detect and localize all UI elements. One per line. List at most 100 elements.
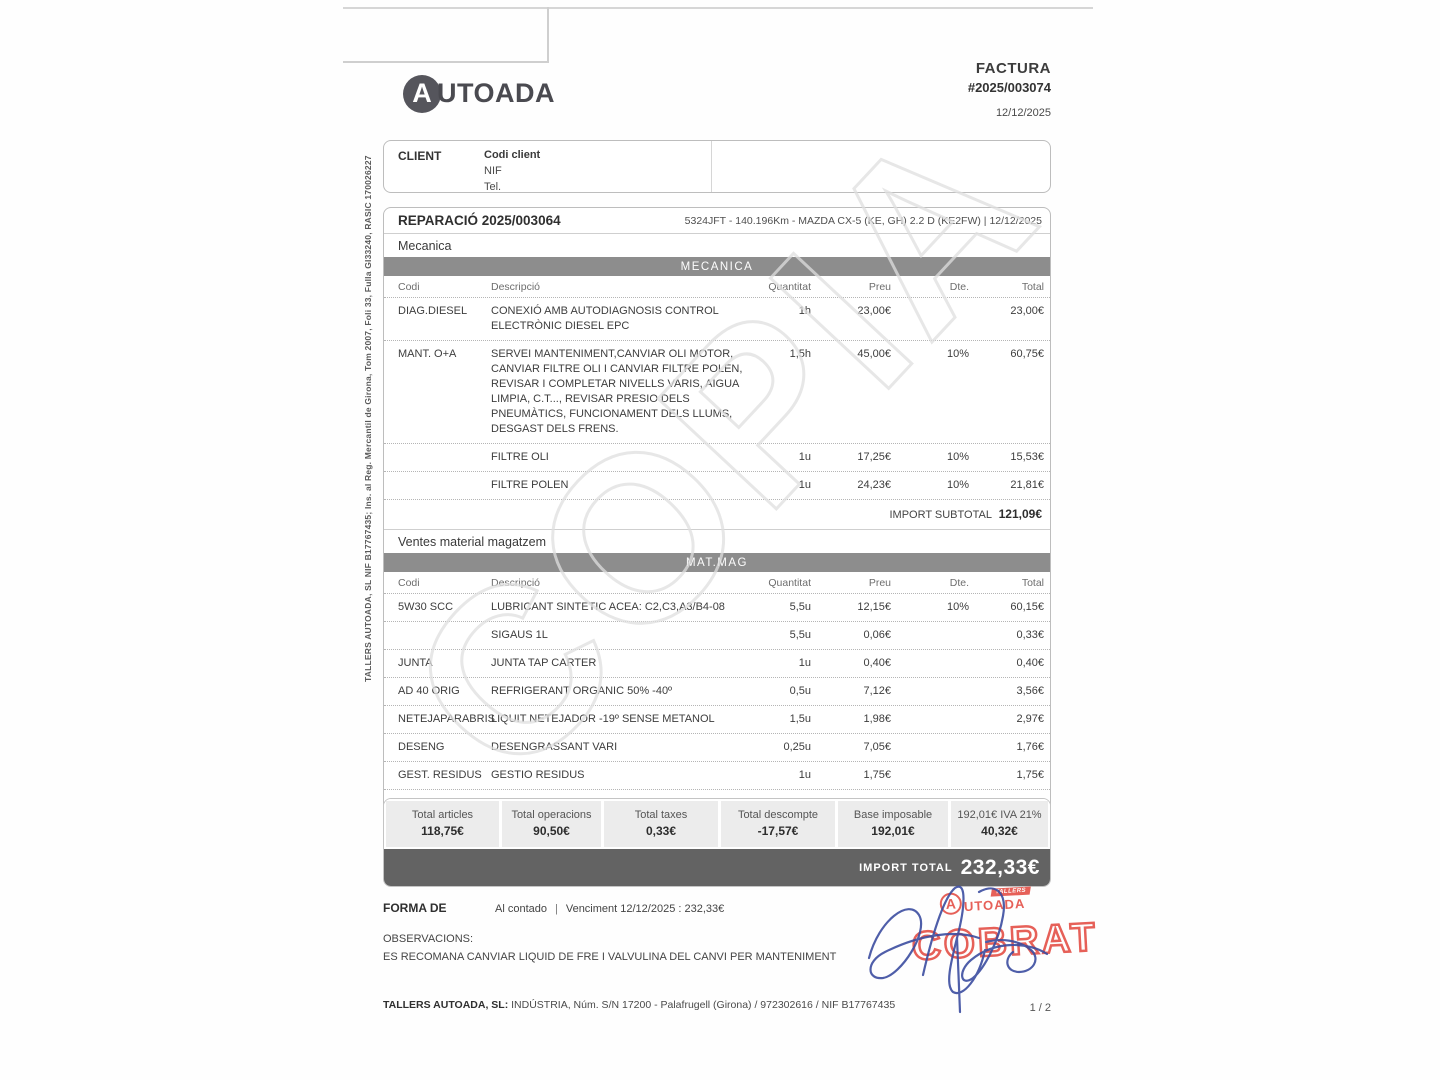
cell-descripcio: JUNTA TAP CARTER: [491, 657, 597, 669]
cell-total: 15,53€: [1010, 451, 1044, 463]
cell-total: 60,15€: [1010, 601, 1044, 613]
document-meta: FACTURA #2025/003074 12/12/2025: [968, 60, 1051, 119]
payment-due-date: Venciment 12/12/2025 : 232,33€: [565, 903, 725, 915]
cell-total: 1,75€: [1016, 769, 1044, 781]
cell-preu: 17,25€: [857, 451, 891, 463]
import-total-label: IMPORT TOTAL: [859, 861, 953, 874]
cell-preu: 12,15€: [857, 601, 891, 613]
cell-descripcio: SIGAUS 1L: [491, 629, 548, 641]
payment-label: FORMA DE: [383, 901, 447, 915]
cell-total: 23,00€: [1010, 305, 1044, 317]
totals-summary-box: Total articles 118,75€ Total operacions …: [383, 798, 1051, 887]
col-preu: Preu: [868, 577, 891, 589]
cell-codi: NETEJAPARABRIS: [398, 713, 495, 725]
cell-codi: MANT. O+A: [398, 348, 457, 360]
total-label: Base imposable: [853, 809, 933, 821]
cell-dte: 10%: [946, 479, 969, 491]
scan-artifact-bottom-line: [343, 61, 549, 63]
cell-preu: 0,06€: [863, 629, 891, 641]
section-label-mecanica: Mecanica: [398, 239, 452, 253]
cell-preu: 1,75€: [863, 769, 891, 781]
total-label: 192,01€ IVA 21%: [957, 809, 1042, 821]
section-banner-matmag: MAT.MAG: [384, 553, 1050, 572]
table-row: DIAG.DIESEL CONEXIÓ AMB AUTODIAGNOSIS CO…: [384, 298, 1050, 341]
total-label: Total taxes: [634, 809, 688, 821]
section-banner-mecanica: MECANICA: [384, 257, 1050, 276]
cell-descripcio: LIQUIT NETEJADOR -19º SENSE METANOL: [491, 713, 715, 725]
cell-total: 60,75€: [1010, 348, 1044, 360]
cell-quantitat: 0,25u: [783, 741, 811, 753]
cell-preu: 1,98€: [863, 713, 891, 725]
invoice-header: A UTOADA FACTURA #2025/003074 12/12/2025: [383, 60, 1051, 119]
cell-total: 21,81€: [1010, 479, 1044, 491]
client-field-nif: NIF: [484, 165, 502, 177]
cell-total: 3,56€: [1016, 685, 1044, 697]
col-descripcio: Descripció: [491, 281, 541, 293]
cell-dte: 10%: [946, 348, 969, 360]
client-box-title: CLIENT: [398, 149, 442, 163]
cell-quantitat: 1,5h: [789, 348, 811, 360]
total-operations-cell: Total operacions 90,50€: [502, 801, 601, 847]
scan-artifact-vertical-line: [547, 7, 549, 63]
table-row: DESENG DESENGRASSANT VARI 0,25u 7,05€ 1,…: [384, 734, 1050, 762]
subtotal-label: IMPORT SUBTOTAL: [889, 509, 992, 521]
payment-method-row: FORMA DE Al contado | Venciment 12/12/20…: [383, 901, 724, 915]
cell-descripcio: GESTIO RESIDUS: [491, 769, 585, 781]
invoice-date: 12/12/2025: [995, 107, 1051, 119]
cell-preu: 23,00€: [857, 305, 891, 317]
document-type: FACTURA: [975, 60, 1051, 77]
cell-preu: 7,05€: [863, 741, 891, 753]
cell-codi: AD 40 ORIG: [398, 685, 460, 697]
table-header-matmag: Codi Descripció Quantitat Preu Dte. Tota…: [384, 572, 1050, 594]
col-dte: Dte.: [949, 281, 969, 293]
col-quantitat: Quantitat: [768, 577, 811, 589]
cell-codi: JUNTA: [398, 657, 433, 669]
repair-order-header: REPARACIÓ 2025/003064 5324JFT - 140.196K…: [384, 208, 1050, 234]
cell-preu: 24,23€: [857, 479, 891, 491]
scan-artifact-top-line: [343, 7, 1093, 9]
client-field-tel: Tel.: [484, 181, 502, 193]
total-articles-cell: Total articles 118,75€: [386, 801, 499, 847]
cell-preu: 45,00€: [857, 348, 891, 360]
cell-quantitat: 1h: [798, 305, 811, 317]
cell-codi: DESENG: [398, 741, 445, 753]
observations-label: OBSERVACIONS:: [383, 933, 474, 945]
cell-codi: 5W30 SCC: [398, 601, 454, 613]
col-quantitat: Quantitat: [768, 281, 811, 293]
repair-order-title: REPARACIÓ 2025/003064: [398, 213, 561, 228]
cell-preu: 0,40€: [863, 657, 891, 669]
total-value: 192,01€: [871, 824, 915, 838]
company-address-text: INDÚSTRIA, Núm. S/N 17200 - Palafrugell …: [508, 999, 896, 1011]
col-preu: Preu: [868, 281, 891, 293]
total-label: Total descompte: [737, 809, 819, 821]
cell-descripcio: FILTRE POLEN: [491, 479, 569, 491]
cell-descripcio: CONEXIÓ AMB AUTODIAGNOSIS CONTROL ELECTR…: [491, 305, 719, 332]
total-taxes-cell: Total taxes 0,33€: [604, 801, 718, 847]
handwritten-signature: [867, 885, 1049, 1014]
col-total: Total: [1021, 281, 1044, 293]
autoada-logo: A UTOADA: [403, 68, 555, 119]
cell-quantitat: 1,5u: [789, 713, 811, 725]
stamp-and-signature: A TALLERS UTOADA COBRAT: [861, 880, 1100, 1015]
total-value: 90,50€: [533, 824, 570, 838]
total-value: 40,32€: [981, 824, 1018, 838]
cell-total: 0,40€: [1016, 657, 1044, 669]
total-label: Total articles: [411, 809, 474, 821]
cell-descripcio: LUBRICANT SINTETIC ACEA: C2,C3,A3/B4-08: [491, 601, 725, 613]
client-fields: Codi client NIF Tel.: [484, 141, 540, 193]
total-value: 0,33€: [645, 824, 677, 838]
import-total-bar: IMPORT TOTAL 232,33€: [384, 849, 1050, 886]
footer-row: TALLERS AUTOADA, SL: INDÚSTRIA, Núm. S/N…: [383, 999, 1051, 1014]
cell-descripcio: DESENGRASSANT VARI: [491, 741, 618, 753]
total-label: Total operacions: [511, 809, 592, 821]
table-row: JUNTA JUNTA TAP CARTER 1u 0,40€ 0,40€: [384, 650, 1050, 678]
col-dte: Dte.: [949, 577, 969, 589]
cell-quantitat: 1u: [798, 657, 811, 669]
cell-dte: 10%: [946, 601, 969, 613]
cell-total: 0,33€: [1016, 629, 1044, 641]
cell-quantitat: 1u: [798, 451, 811, 463]
cell-quantitat: 1u: [798, 769, 811, 781]
table-row: NETEJAPARABRIS LIQUIT NETEJADOR -19º SEN…: [384, 706, 1050, 734]
cell-quantitat: 5,5u: [789, 601, 811, 613]
